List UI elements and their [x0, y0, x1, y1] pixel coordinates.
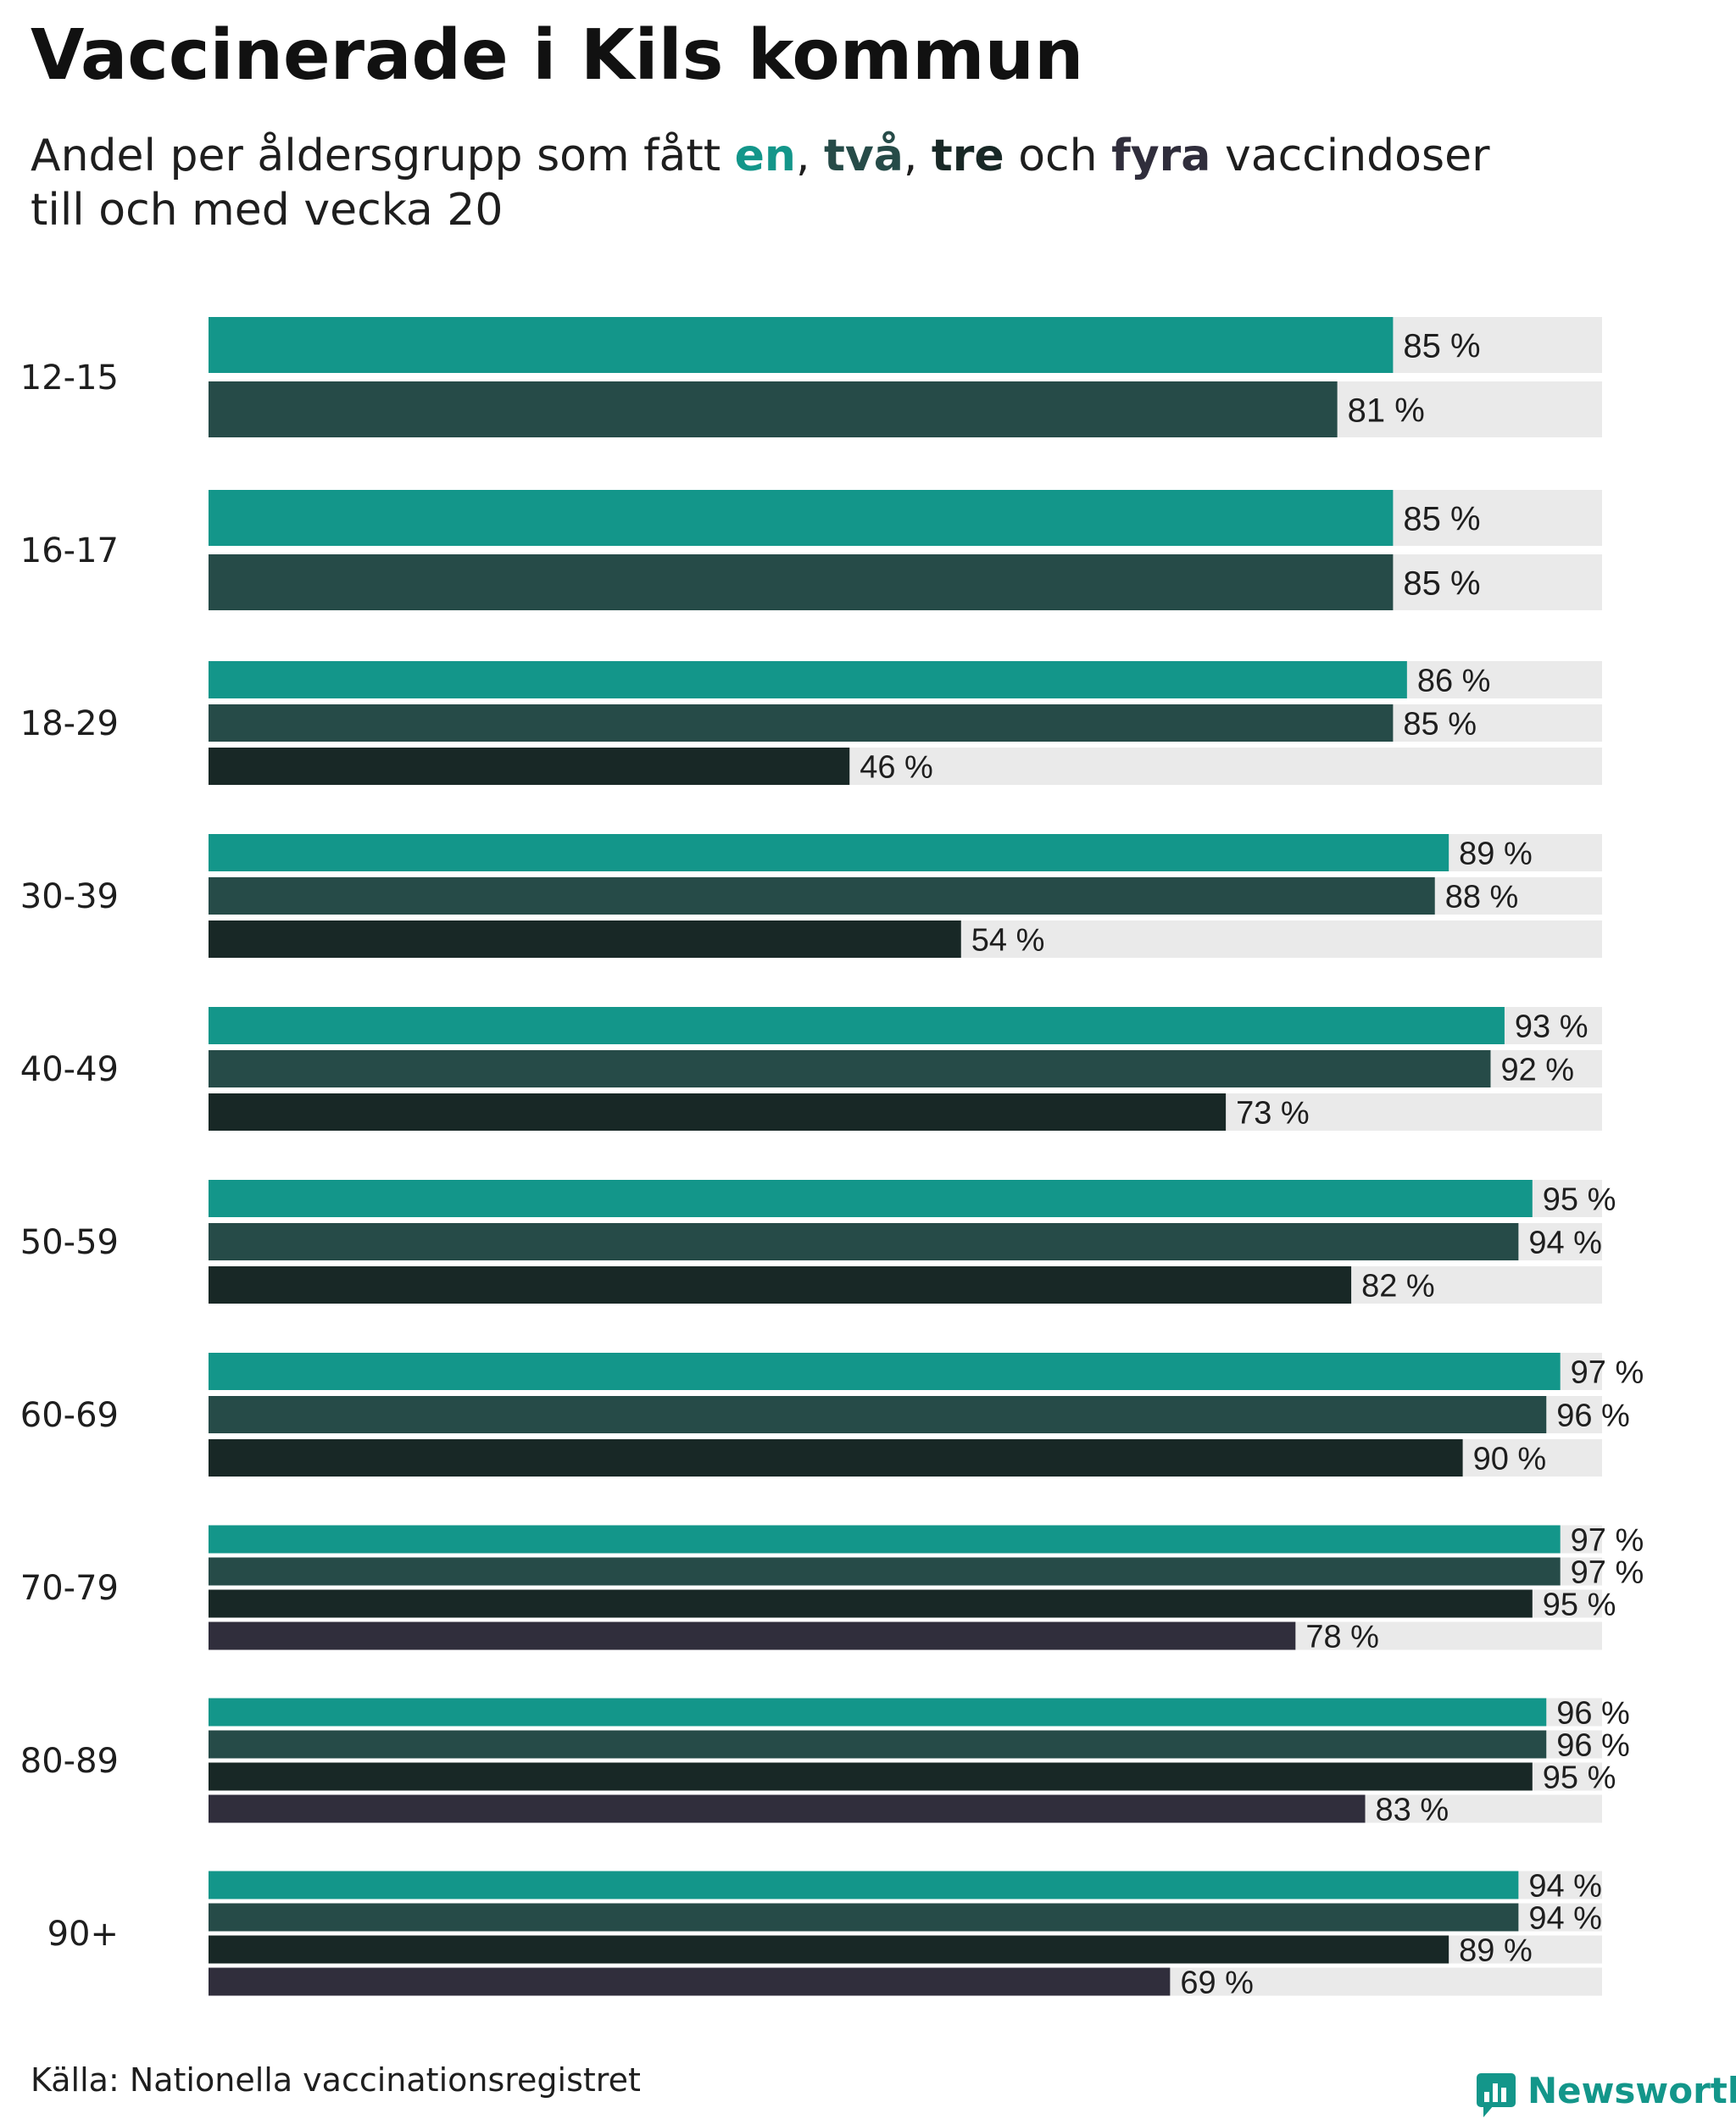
- bar-value-label: 86 %: [1417, 664, 1491, 699]
- bar-value-label: 95 %: [1543, 1182, 1616, 1218]
- bar-value-label: 97 %: [1571, 1555, 1644, 1591]
- bar-två: [209, 1223, 1519, 1260]
- bar-två: [209, 381, 1338, 437]
- bar-en: [209, 1698, 1547, 1727]
- bar-value-label: 94 %: [1528, 1869, 1602, 1905]
- bar-value-label: 82 %: [1361, 1269, 1435, 1304]
- bar-value-label: 96 %: [1556, 1399, 1630, 1434]
- age-group-label: 12-15: [20, 359, 119, 398]
- bar-tre: [209, 1266, 1352, 1304]
- bar-value-label: 85 %: [1403, 565, 1480, 602]
- bar-tre: [209, 1935, 1449, 1964]
- age-group-label: 60-69: [20, 1396, 119, 1435]
- bar-value-label: 83 %: [1376, 1793, 1449, 1828]
- legend-en: en: [734, 131, 796, 181]
- legend-fyra: fyra: [1111, 131, 1211, 181]
- source-note: Källa: Nationella vaccinationsregistret: [31, 2061, 641, 2099]
- age-group-label: 30-39: [20, 877, 119, 916]
- bar-value-label: 69 %: [1180, 1966, 1254, 2001]
- age-group-label: 40-49: [20, 1050, 119, 1089]
- newsworthy-logo-icon: [1477, 2073, 1516, 2117]
- subtitle-and: och: [1018, 131, 1098, 181]
- age-group-label: 50-59: [20, 1223, 119, 1262]
- bar-två: [209, 1557, 1561, 1586]
- subtitle-sep-2: ,: [903, 131, 918, 181]
- bar-en: [209, 1180, 1533, 1217]
- chart-subtitle: Andel per åldersgrupp som fått en, två, …: [31, 129, 1641, 237]
- bar-value-label: 54 %: [971, 923, 1045, 959]
- bar-value-label: 73 %: [1236, 1096, 1310, 1132]
- bar-en: [209, 1871, 1519, 1899]
- subtitle-prefix: Andel per åldersgrupp som fått: [31, 131, 721, 181]
- bar-tre: [209, 1439, 1463, 1477]
- bar-en: [209, 1525, 1561, 1554]
- bar-fyra: [209, 1621, 1296, 1650]
- bar-två: [209, 1050, 1491, 1087]
- bar-value-label: 85 %: [1403, 500, 1480, 537]
- bar-en: [209, 317, 1394, 373]
- bar-två: [209, 704, 1394, 742]
- bar-value-label: 94 %: [1528, 1226, 1602, 1261]
- bar-value-label: 90 %: [1473, 1442, 1547, 1477]
- bar-value-label: 95 %: [1543, 1760, 1616, 1796]
- bar-value-label: 89 %: [1459, 1933, 1533, 1969]
- age-group-label: 80-89: [20, 1742, 119, 1781]
- subtitle-sep-1: ,: [795, 131, 810, 181]
- bar-value-label: 88 %: [1445, 880, 1519, 915]
- bar-tre: [209, 920, 961, 958]
- bar-tre: [209, 1762, 1533, 1791]
- bar-en: [209, 834, 1449, 871]
- bar-value-label: 81 %: [1348, 392, 1425, 429]
- age-group-label: 70-79: [20, 1569, 119, 1608]
- bar-value-label: 93 %: [1515, 1009, 1589, 1045]
- bar-två: [209, 877, 1435, 915]
- legend-tva: två: [824, 131, 904, 181]
- bar-tre: [209, 1589, 1533, 1618]
- brand-name: Newsworthy: [1527, 2070, 1736, 2111]
- bar-fyra: [209, 1967, 1171, 1996]
- bar-fyra: [209, 1794, 1366, 1823]
- subtitle-suffix: vaccindoser: [1224, 131, 1490, 181]
- bar-value-label: 46 %: [860, 750, 933, 786]
- subtitle-line-2: till och med vecka 20: [31, 185, 504, 236]
- bar-value-label: 95 %: [1543, 1588, 1616, 1623]
- bar-value-label: 94 %: [1528, 1901, 1602, 1937]
- newsworthy-brand[interactable]: Newsworthy: [1475, 2072, 1736, 2119]
- bar-value-label: 89 %: [1459, 837, 1533, 872]
- bar-value-label: 96 %: [1556, 1696, 1630, 1732]
- age-group-label: 16-17: [20, 531, 119, 570]
- bar-value-label: 78 %: [1305, 1620, 1379, 1655]
- bar-value-label: 96 %: [1556, 1728, 1630, 1764]
- bar-tre: [209, 748, 850, 785]
- bar-chart: 12-15 85 % 81 % 16-17 85 % 85 % 18-29 86 % 85 % 4…: [20, 317, 1644, 2001]
- bar-value-label: 85 %: [1403, 327, 1480, 364]
- bar-två: [209, 554, 1394, 610]
- bar-två: [209, 1396, 1547, 1433]
- bar-två: [209, 1730, 1547, 1759]
- age-group-label: 90+: [47, 1915, 119, 1954]
- bar-value-label: 97 %: [1571, 1355, 1644, 1391]
- bar-value-label: 92 %: [1500, 1053, 1574, 1088]
- bar-en: [209, 1007, 1505, 1044]
- bar-value-label: 97 %: [1571, 1523, 1644, 1559]
- bar-en: [209, 661, 1407, 698]
- bar-en: [209, 490, 1394, 546]
- bar-tre: [209, 1093, 1227, 1131]
- age-group-label: 18-29: [20, 704, 119, 743]
- chart-title: Vaccinerade i Kils kommun: [31, 15, 1084, 96]
- bar-två: [209, 1903, 1519, 1932]
- legend-tre: tre: [931, 131, 1004, 181]
- bar-en: [209, 1353, 1561, 1390]
- bar-value-label: 85 %: [1403, 707, 1477, 742]
